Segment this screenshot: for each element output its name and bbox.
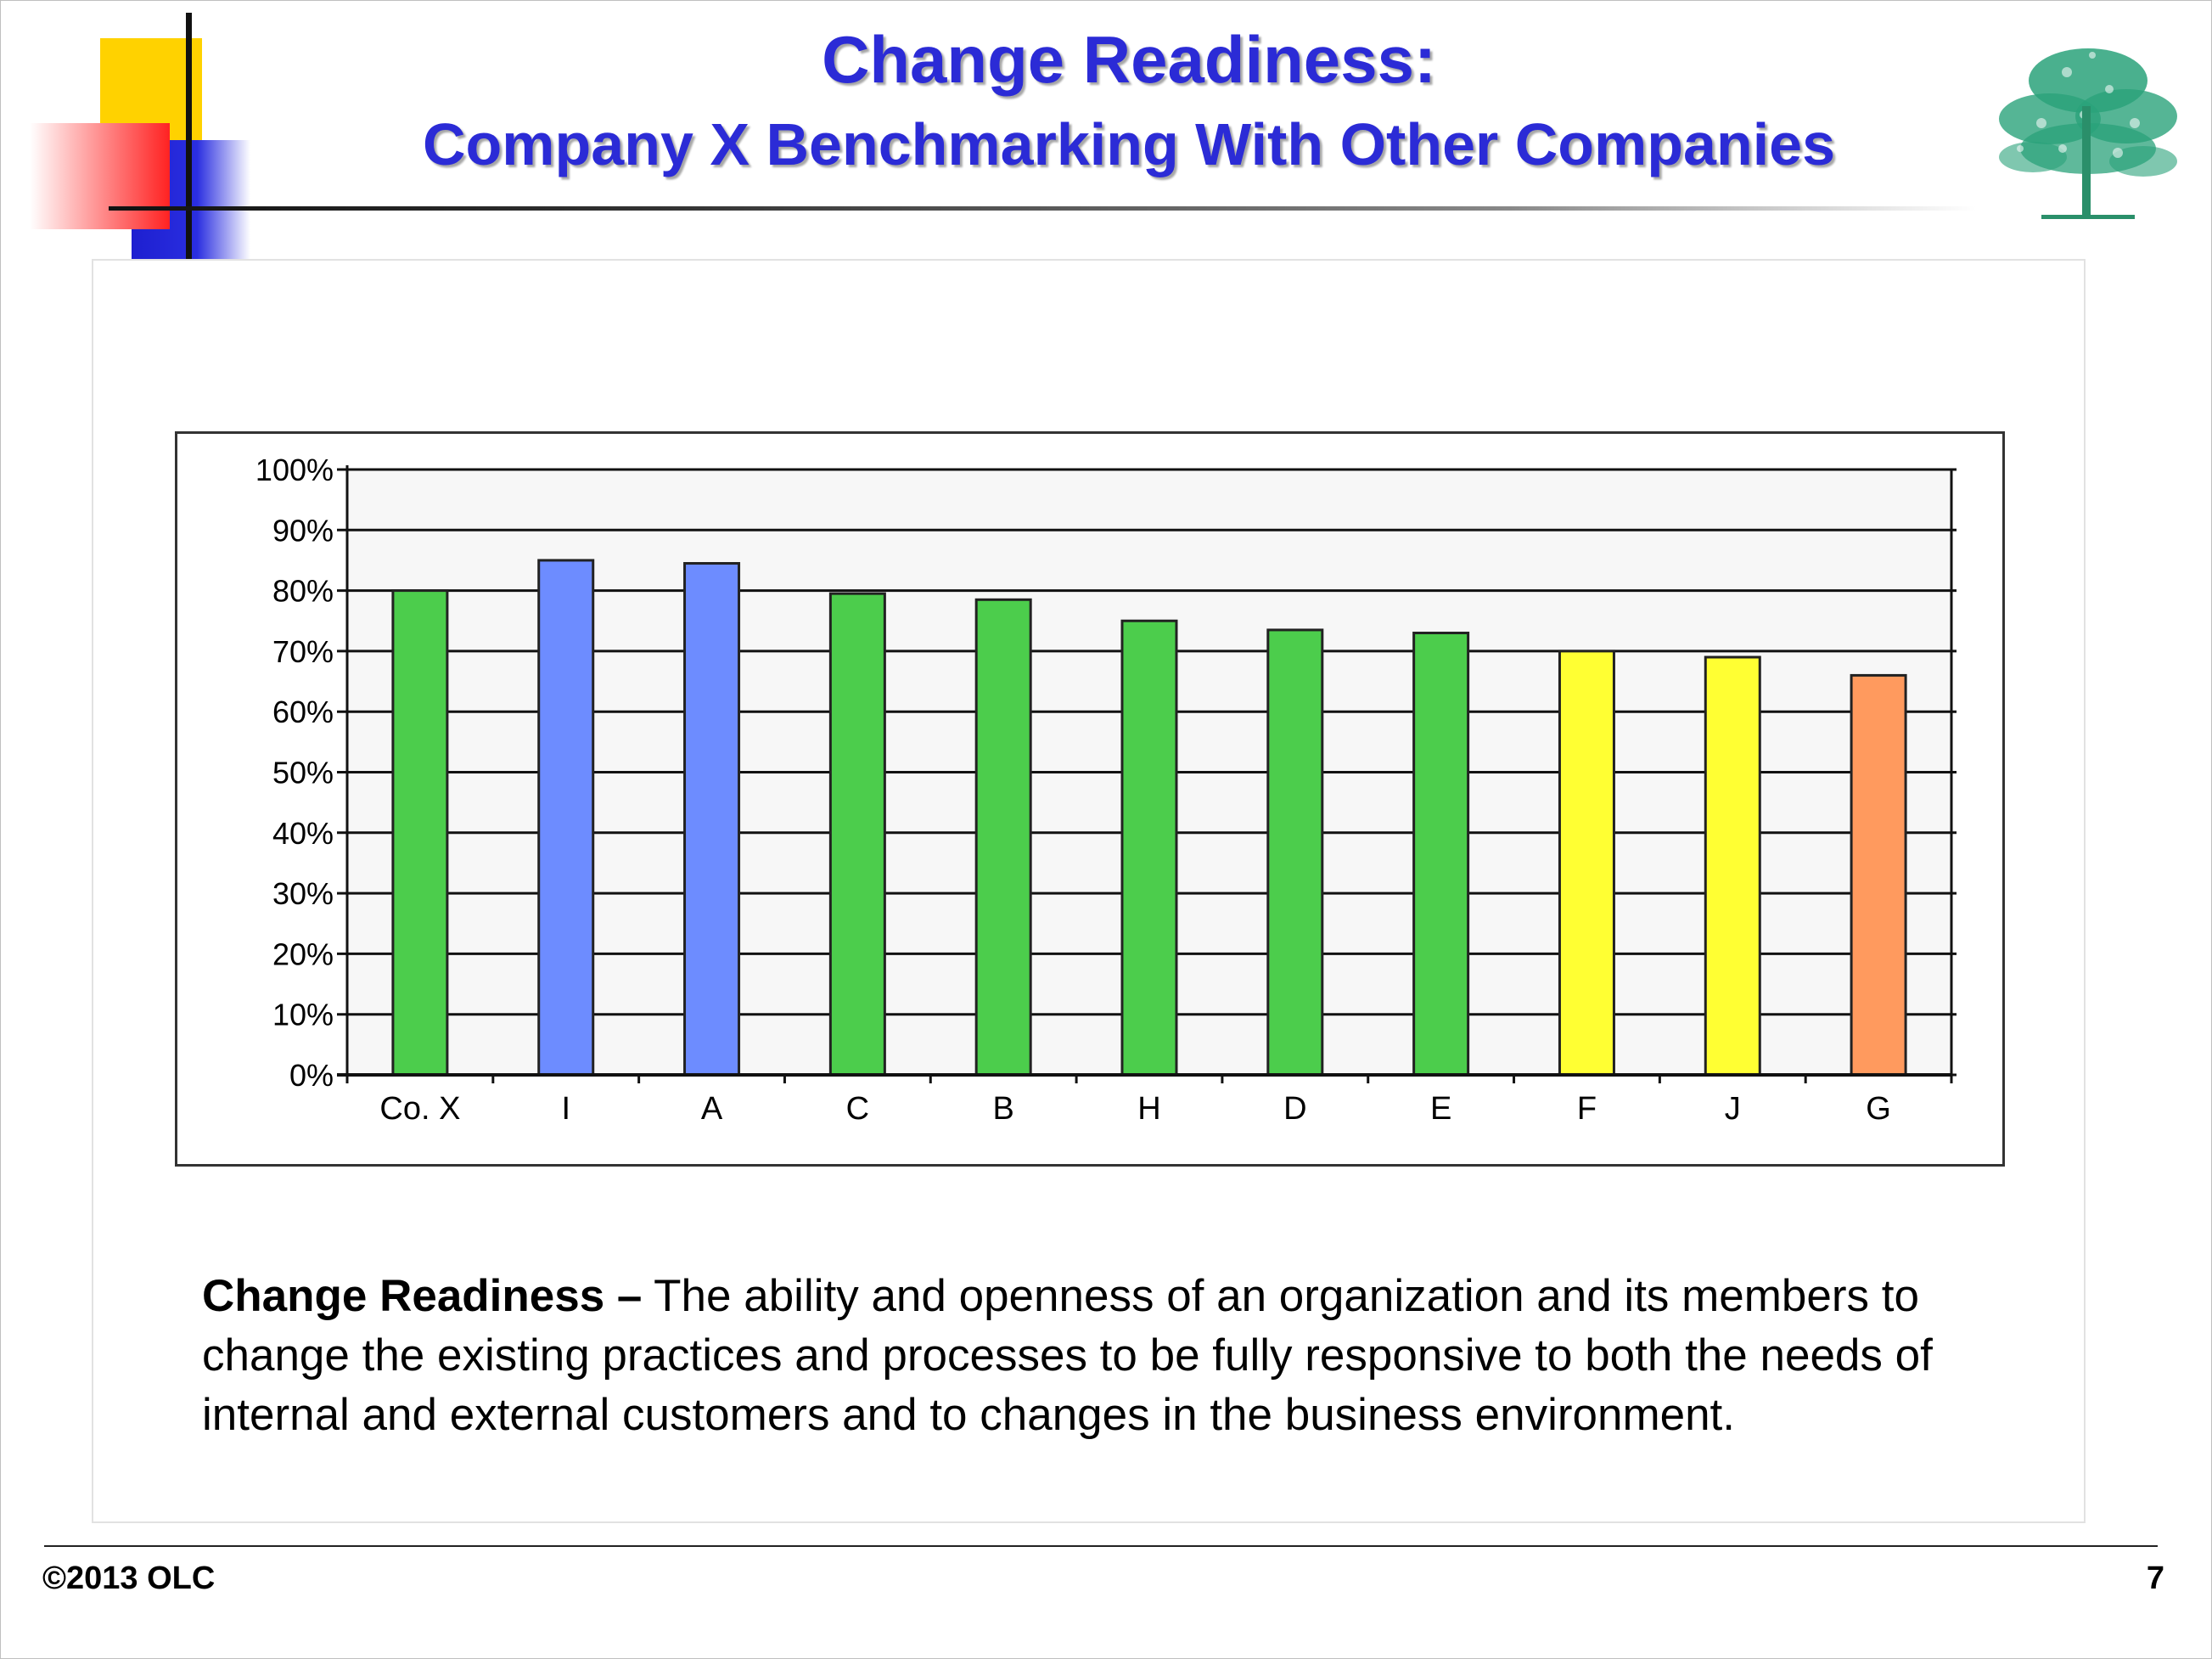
decorative-vertical-line: [186, 13, 192, 259]
bar: [1850, 673, 1907, 1077]
bar: [1266, 628, 1324, 1077]
y-tick-label: 80%: [272, 574, 334, 609]
chart-frame: 0% 10% 20% 30% 40% 50% 60% 70% 80% 90% 100% Co. X I A…: [175, 431, 2005, 1167]
y-tick-label: 20%: [272, 936, 334, 971]
x-tick-label: D: [1283, 1091, 1306, 1127]
slide-title: Change Readiness:: [822, 22, 1436, 97]
bar: [537, 559, 595, 1077]
bar: [1558, 650, 1615, 1077]
bar: [828, 592, 886, 1077]
y-tick-label: 90%: [272, 513, 334, 548]
x-tick-label: H: [1137, 1091, 1160, 1127]
y-tick-label: 70%: [272, 634, 334, 669]
decorative-horizontal-line: [109, 206, 1976, 211]
x-tick-label: G: [1866, 1091, 1891, 1127]
bar: [683, 562, 741, 1077]
tree-logo-icon: [1999, 48, 2177, 219]
y-tick-label: 30%: [272, 876, 334, 911]
x-tick-label: Co. X: [379, 1091, 460, 1127]
copyright-footer: ©2013 OLC: [42, 1561, 216, 1596]
y-tick-label: 50%: [272, 756, 334, 790]
x-tick-label: I: [561, 1091, 570, 1127]
y-tick-label: 100%: [255, 453, 334, 487]
x-tick-label: B: [993, 1091, 1014, 1127]
definition-text: The ability and openness of an organizat…: [202, 1271, 1933, 1440]
x-tick-label: E: [1430, 1091, 1451, 1127]
x-tick-label: C: [846, 1091, 869, 1127]
y-tick-label: 0%: [289, 1058, 334, 1093]
bar: [974, 598, 1032, 1077]
x-tick-label: J: [1725, 1091, 1741, 1127]
decorative-red-block: [30, 123, 170, 229]
bar: [391, 589, 449, 1077]
footer-divider: [44, 1545, 2158, 1547]
definition-term: Change Readiness –: [202, 1271, 643, 1321]
slide-subtitle: Company X Benchmarking With Other Compan…: [422, 111, 1836, 177]
y-tick-label: 60%: [272, 695, 334, 729]
bar: [1412, 632, 1470, 1077]
page-number: 7: [2146, 1561, 2164, 1596]
definition-paragraph: Change Readiness – The ability and openn…: [202, 1267, 1985, 1445]
y-tick-label: 40%: [272, 816, 334, 851]
x-tick-label: A: [701, 1091, 723, 1127]
bar: [1120, 619, 1178, 1077]
bar: [1704, 655, 1761, 1077]
y-tick-label: 10%: [272, 998, 334, 1032]
x-tick-label: F: [1577, 1091, 1597, 1127]
bar-chart: 0% 10% 20% 30% 40% 50% 60% 70% 80% 90% 100% Co. X I A…: [255, 453, 1957, 1127]
